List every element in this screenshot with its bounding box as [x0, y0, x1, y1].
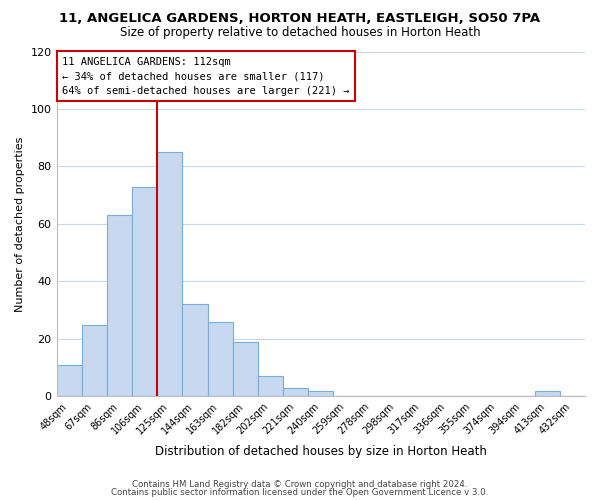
X-axis label: Distribution of detached houses by size in Horton Heath: Distribution of detached houses by size …: [155, 444, 487, 458]
Bar: [308, 390, 334, 396]
Bar: [258, 376, 283, 396]
Bar: [157, 152, 182, 396]
Bar: [56, 365, 82, 396]
Bar: [233, 342, 258, 396]
Bar: [283, 388, 308, 396]
Text: Contains public sector information licensed under the Open Government Licence v : Contains public sector information licen…: [112, 488, 488, 497]
Bar: [208, 322, 233, 396]
Bar: [82, 324, 107, 396]
Bar: [182, 304, 208, 396]
Text: Size of property relative to detached houses in Horton Heath: Size of property relative to detached ho…: [119, 26, 481, 39]
Text: Contains HM Land Registry data © Crown copyright and database right 2024.: Contains HM Land Registry data © Crown c…: [132, 480, 468, 489]
Text: 11, ANGELICA GARDENS, HORTON HEATH, EASTLEIGH, SO50 7PA: 11, ANGELICA GARDENS, HORTON HEATH, EAST…: [59, 12, 541, 26]
Bar: [107, 216, 132, 396]
Text: 11 ANGELICA GARDENS: 112sqm
← 34% of detached houses are smaller (117)
64% of se: 11 ANGELICA GARDENS: 112sqm ← 34% of det…: [62, 56, 349, 96]
Y-axis label: Number of detached properties: Number of detached properties: [15, 136, 25, 312]
Bar: [132, 186, 157, 396]
Bar: [535, 390, 560, 396]
